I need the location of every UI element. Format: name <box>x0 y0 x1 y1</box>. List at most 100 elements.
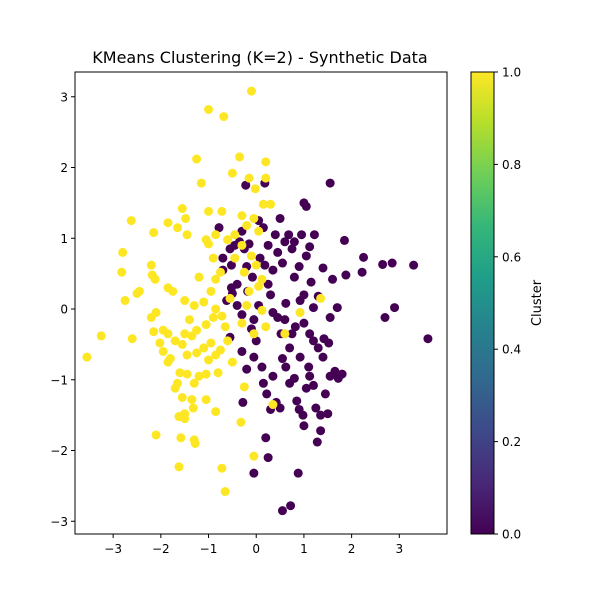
cluster-1-point <box>249 451 259 461</box>
cluster-0-point <box>218 253 228 263</box>
cluster-1-point <box>126 216 136 226</box>
cluster-0-point <box>281 298 291 308</box>
cluster-1-point <box>163 329 173 339</box>
y-tick-label: −2 <box>50 444 68 458</box>
x-tick-label: 1 <box>300 542 308 556</box>
cluster-0-point <box>242 364 252 374</box>
cluster-1-point <box>254 281 264 291</box>
cluster-0-point <box>316 410 326 420</box>
y-tick-label: 0 <box>60 303 68 317</box>
cluster-1-point <box>168 286 178 296</box>
cluster-1-point <box>182 369 192 379</box>
cluster-0-point <box>273 247 283 257</box>
cluster-1-point <box>261 322 271 332</box>
cluster-0-point <box>285 343 295 353</box>
colorbar-tick-label: 1.0 <box>502 66 521 80</box>
cluster-1-point <box>182 230 192 240</box>
cluster-1-point <box>215 267 225 277</box>
plot-frame <box>74 71 448 535</box>
cluster-1-point <box>204 105 214 114</box>
cluster-0-point <box>275 403 285 413</box>
cluster-1-point <box>244 173 254 183</box>
cluster-0-point <box>287 329 297 339</box>
cluster-1-point <box>230 253 240 263</box>
cluster-1-point <box>180 329 190 339</box>
cluster-0-point <box>277 354 287 364</box>
cluster-0-point <box>304 362 314 372</box>
cluster-1-point <box>177 392 187 402</box>
cluster-0-point <box>313 343 323 353</box>
cluster-1-point <box>170 383 180 393</box>
cluster-0-point <box>312 437 322 447</box>
cluster-0-point <box>387 258 397 268</box>
colorbar-label: Cluster <box>530 279 545 326</box>
cluster-1-point <box>251 260 261 270</box>
cluster-1-point <box>237 240 247 250</box>
y-tick-label: 3 <box>60 90 68 104</box>
cluster-0-point <box>266 290 276 300</box>
points-layer <box>82 86 433 516</box>
cluster-1-point <box>268 400 278 410</box>
y-tick-label: 1 <box>60 232 68 246</box>
cluster-0-point <box>328 274 338 284</box>
cluster-0-point <box>237 310 247 320</box>
cluster-1-point <box>227 357 237 367</box>
cluster-0-point <box>308 336 318 346</box>
cluster-0-point <box>378 259 388 269</box>
cluster-0-point <box>214 223 224 233</box>
cluster-1-point <box>176 433 186 443</box>
cluster-0-point <box>251 336 261 346</box>
cluster-1-point <box>249 213 259 223</box>
cluster-1-point <box>158 346 168 356</box>
cluster-1-point <box>211 407 221 417</box>
cluster-1-point <box>220 322 230 332</box>
cluster-1-point <box>217 463 227 473</box>
cluster-0-point <box>409 260 419 270</box>
cluster-1-point <box>215 345 225 355</box>
cluster-0-point <box>277 258 287 268</box>
cluster-0-point <box>316 426 326 436</box>
cluster-0-point <box>289 237 299 247</box>
cluster-1-point <box>204 239 214 249</box>
cluster-0-point <box>294 262 304 272</box>
cluster-0-point <box>286 501 296 511</box>
cluster-0-point <box>281 362 291 372</box>
cluster-1-point <box>239 267 249 277</box>
colorbar-tick-label: 0.0 <box>502 528 521 542</box>
cluster-1-point <box>246 86 256 96</box>
cluster-0-point <box>293 468 303 478</box>
cluster-1-point <box>201 320 211 330</box>
cluster-1-point <box>213 368 223 378</box>
cluster-1-point <box>249 329 259 339</box>
cluster-1-point <box>211 230 221 240</box>
cluster-1-point <box>211 274 221 284</box>
cluster-0-point <box>301 201 311 211</box>
cluster-1-point <box>236 417 246 427</box>
cluster-0-point <box>289 373 299 383</box>
cluster-1-point <box>257 274 267 284</box>
cluster-0-point <box>308 380 318 390</box>
cluster-0-point <box>249 315 259 325</box>
cluster-1-point <box>261 173 271 183</box>
cluster-1-point <box>208 313 218 322</box>
cluster-1-point <box>242 300 252 310</box>
cluster-0-point <box>237 346 247 356</box>
cluster-0-point <box>359 252 369 262</box>
cluster-1-point <box>177 339 187 349</box>
cluster-1-point <box>246 251 256 261</box>
cluster-0-point <box>380 313 390 322</box>
cluster-0-point <box>305 329 315 339</box>
cluster-1-point <box>192 154 202 164</box>
cluster-0-point <box>298 410 308 420</box>
cluster-1-point <box>244 286 254 296</box>
cluster-0-point <box>309 230 319 240</box>
cluster-1-point <box>235 152 245 162</box>
cluster-1-point <box>184 315 194 325</box>
cluster-1-point <box>242 221 252 231</box>
colorbar-tick-label: 0.4 <box>502 343 521 357</box>
cluster-1-point <box>261 157 271 167</box>
cluster-1-point <box>194 272 204 282</box>
cluster-0-point <box>337 369 347 379</box>
